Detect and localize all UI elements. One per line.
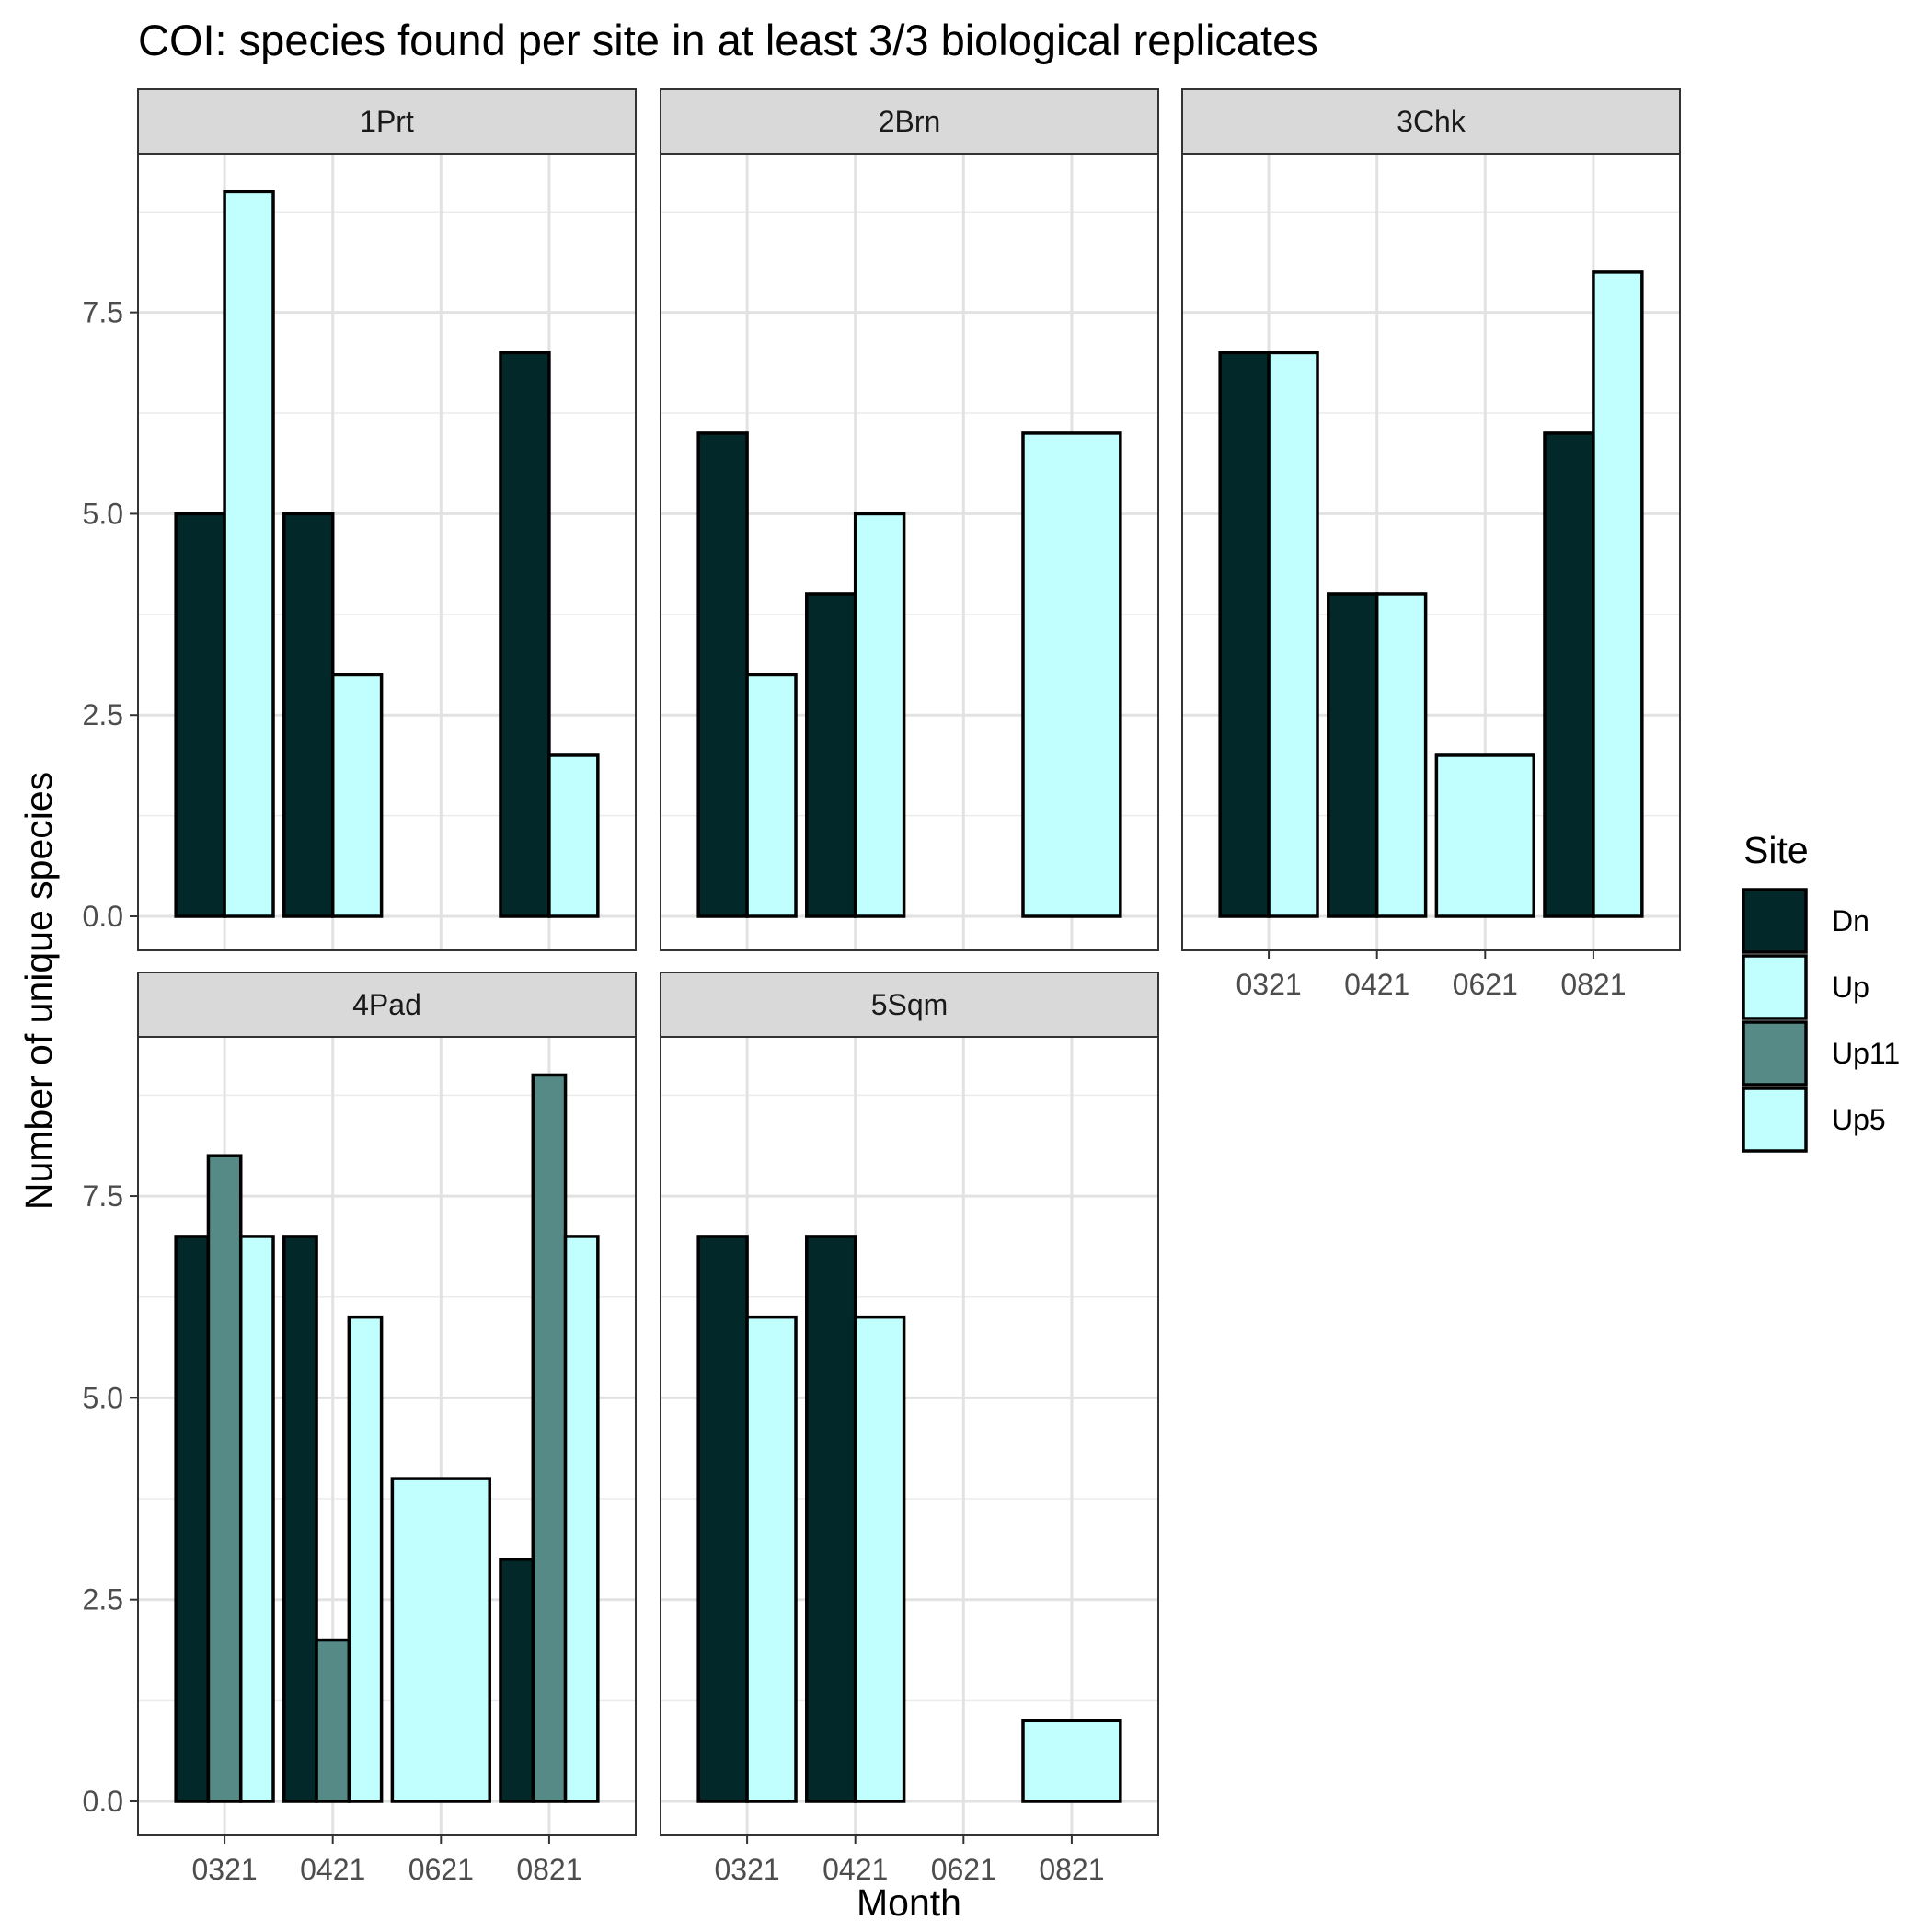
y-tick-label: 7.5 — [83, 296, 123, 329]
y-tick-label: 2.5 — [83, 698, 123, 731]
facet-strip — [660, 972, 1159, 1038]
legend: Site Dn Up Up11 Up5 — [1742, 829, 1900, 1153]
facet-strip-label: 3Chk — [1397, 105, 1466, 138]
bar-5sqm-0821-up — [1021, 1719, 1122, 1803]
bar-5sqm-0421-dn — [805, 1235, 857, 1803]
bar-2brn-0821-up — [1021, 431, 1122, 918]
legend-item-up11: Up11 — [1742, 1020, 1900, 1087]
legend-key — [1742, 888, 1808, 954]
x-tick-label: 0421 — [822, 1853, 888, 1886]
legend-label: Up5 — [1832, 1103, 1886, 1136]
facet-panel-border — [660, 1036, 1159, 1836]
x-tick-label: 0821 — [516, 1853, 581, 1886]
facet-2brn: 2Brn — [660, 88, 1159, 951]
x-tick-label: 0321 — [1236, 968, 1301, 1001]
bar-3chk-0821-dn — [1543, 431, 1595, 918]
legend-item-up5: Up5 — [1742, 1087, 1886, 1153]
bar-4pad-0821-dn — [499, 1558, 535, 1803]
legend-key — [1742, 1020, 1808, 1087]
x-tick-label: 0421 — [1344, 968, 1409, 1001]
y-tick-label: 5.0 — [83, 1381, 123, 1414]
facet-4pad: 4Pad 0.0 2.5 5.0 7.5 0321 0421 0621 0821 — [83, 972, 637, 1886]
facet-strip — [137, 88, 637, 155]
legend-key — [1742, 954, 1808, 1020]
facet-panels: 1Prt 0.0 2.5 5.0 7.5 2Brn 3Chk 0321 0421 0621 0821… — [83, 88, 1681, 1886]
facet-strip-label: 5Sqm — [871, 988, 949, 1021]
y-tick-label: 0.0 — [83, 900, 123, 933]
facet-strip-label: 4Pad — [352, 988, 421, 1021]
legend-label: Dn — [1832, 904, 1869, 937]
bar-4pad-0321-up11 — [206, 1154, 243, 1803]
bar-5sqm-0321-up — [745, 1315, 798, 1803]
bar-2brn-0421-dn — [805, 592, 857, 918]
legend-item-dn: Dn — [1742, 888, 1869, 954]
bar-4pad-0421-up11 — [315, 1638, 351, 1803]
bar-3chk-0421-dn — [1327, 592, 1379, 918]
bar-4pad-0321-up5 — [238, 1235, 275, 1803]
legend-key — [1742, 1087, 1808, 1153]
legend-label: Up11 — [1832, 1037, 1900, 1070]
x-axis-title: Month — [857, 1881, 961, 1924]
bar-1prt-0421-dn — [282, 512, 335, 918]
facet-strip — [660, 88, 1159, 155]
facet-5sqm: 5Sqm 0321 0421 0621 0821 — [660, 972, 1159, 1886]
bar-2brn-0421-up — [853, 512, 906, 918]
bar-2brn-0321-dn — [696, 431, 749, 918]
legend-title: Site — [1743, 829, 1809, 871]
bar-4pad-0321-dn — [174, 1235, 211, 1803]
bar-1prt-0821-dn — [499, 351, 551, 918]
y-tick-label: 2.5 — [83, 1583, 123, 1616]
x-tick-label: 0621 — [931, 1853, 996, 1886]
bar-4pad-0421-dn — [282, 1235, 318, 1803]
bar-4pad-0821-up5 — [563, 1235, 600, 1803]
y-tick-label: 5.0 — [83, 497, 123, 530]
bar-4pad-0421-up5 — [347, 1315, 384, 1803]
bar-5sqm-0321-dn — [696, 1235, 749, 1803]
facet-panel-border — [137, 1036, 637, 1836]
facet-1prt: 1Prt 0.0 2.5 5.0 7.5 — [83, 88, 637, 951]
facet-panel-border — [660, 153, 1159, 951]
chart-title: COI: species found per site in at least … — [138, 16, 1318, 64]
bar-1prt-0421-up — [330, 673, 384, 918]
bar-3chk-0321-up — [1267, 351, 1319, 918]
facet-strip-label: 2Brn — [879, 105, 941, 138]
x-tick-label: 0621 — [408, 1853, 474, 1886]
bar-2brn-0321-up — [745, 673, 798, 918]
legend-label: Up — [1832, 971, 1869, 1004]
legend-item-up: Up — [1742, 954, 1869, 1020]
bar-3chk-0621-up — [1434, 753, 1535, 918]
bar-1prt-0321-up — [223, 190, 275, 918]
bar-4pad-0821-up11 — [531, 1073, 568, 1803]
bar-3chk-0321-dn — [1218, 351, 1271, 918]
y-tick-label: 0.0 — [83, 1785, 123, 1818]
bar-1prt-0321-dn — [174, 512, 226, 918]
x-tick-label: 0321 — [191, 1853, 257, 1886]
facet-panel-border — [1181, 153, 1681, 951]
x-tick-label: 0821 — [1560, 968, 1626, 1001]
x-tick-label: 0621 — [1453, 968, 1518, 1001]
y-tick-label: 7.5 — [83, 1179, 123, 1213]
y-axis-title: Number of unique species — [17, 772, 60, 1210]
bar-5sqm-0421-up — [853, 1315, 906, 1803]
bar-3chk-0421-up — [1374, 592, 1428, 918]
facet-panel-border — [137, 153, 637, 951]
x-tick-label: 0821 — [1039, 1853, 1104, 1886]
facet-3chk: 3Chk 0321 0421 0621 0821 — [1181, 88, 1681, 1001]
x-tick-label: 0421 — [300, 1853, 365, 1886]
bar-3chk-0821-up — [1592, 270, 1644, 918]
facet-strip — [1181, 88, 1681, 155]
facet-strip-label: 1Prt — [360, 105, 414, 138]
x-tick-label: 0321 — [714, 1853, 779, 1886]
bar-4pad-0621-up5 — [390, 1477, 491, 1803]
facet-strip — [137, 972, 637, 1038]
bar-1prt-0821-up — [547, 753, 600, 918]
